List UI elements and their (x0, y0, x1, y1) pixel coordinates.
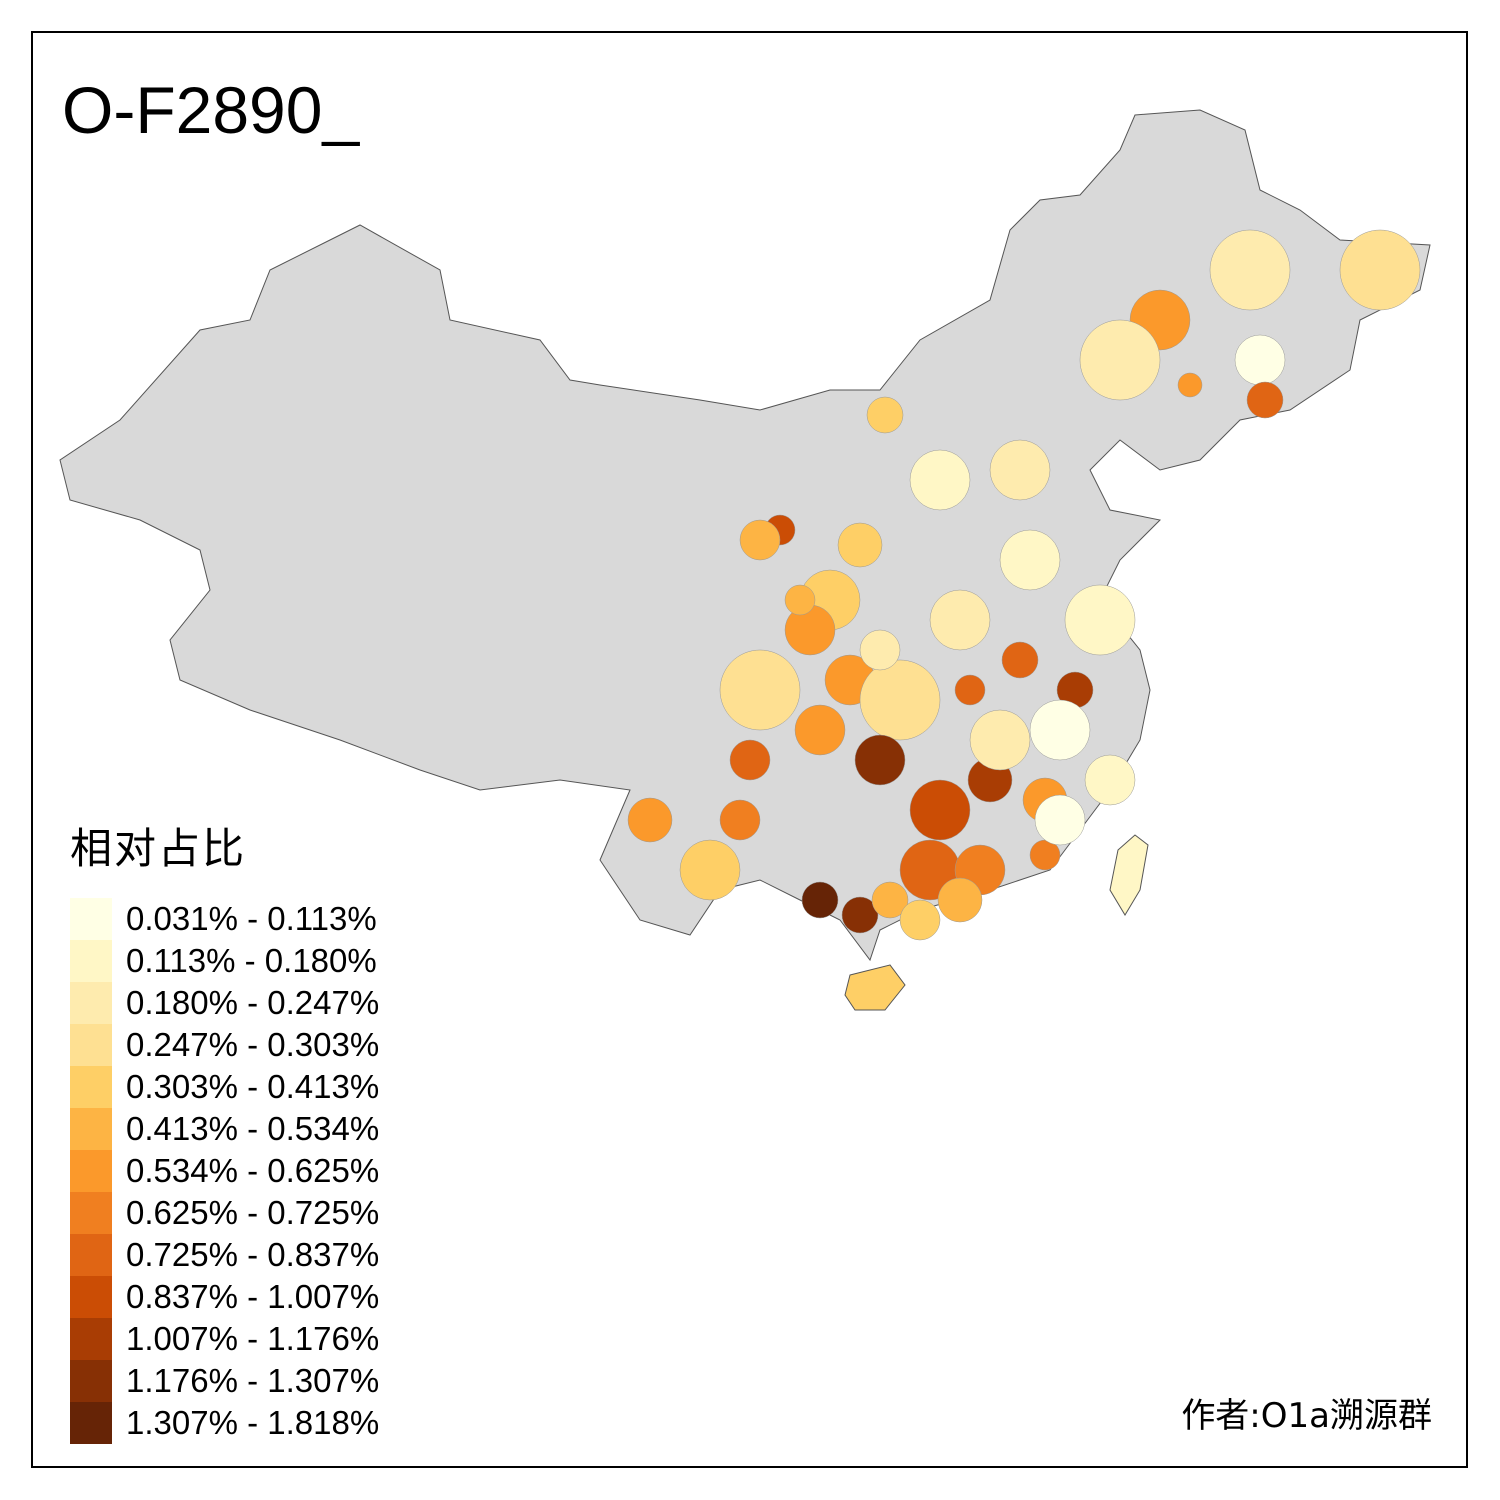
region (1177, 372, 1203, 398)
region (794, 704, 846, 756)
legend-label: 1.176% - 1.307% (126, 1362, 380, 1399)
taiwan (1109, 834, 1149, 916)
legend-title: 相对占比 (70, 824, 247, 873)
legend-swatch (70, 1066, 112, 1108)
region (1001, 641, 1039, 679)
legend-item: 1.307% - 1.818% (70, 1402, 379, 1444)
legend-item: 0.725% - 0.837% (70, 1234, 379, 1276)
legend-label: 1.007% - 1.176% (126, 1320, 380, 1357)
region (859, 629, 901, 671)
region (719, 799, 761, 841)
legend-label: 0.247% - 0.303% (126, 1026, 380, 1063)
region (1246, 381, 1284, 419)
region (989, 439, 1051, 501)
legend-label: 1.307% - 1.818% (126, 1404, 380, 1441)
region (866, 396, 904, 434)
region (739, 519, 781, 561)
hainan (844, 964, 906, 1011)
legend-item: 0.837% - 1.007% (70, 1276, 379, 1318)
region (841, 896, 879, 934)
region (784, 584, 816, 616)
legend-item: 1.007% - 1.176% (70, 1318, 379, 1360)
legend-label: 0.113% - 0.180% (126, 942, 377, 979)
region (1034, 794, 1086, 846)
author-credit: 作者:O1a溯源群 (1181, 1396, 1432, 1436)
legend-swatch (70, 982, 112, 1024)
legend-swatch (70, 940, 112, 982)
region (999, 529, 1061, 591)
legend-swatch (70, 1276, 112, 1318)
region (1084, 754, 1136, 806)
legend-item: 0.534% - 0.625% (70, 1150, 379, 1192)
legend-label: 0.303% - 0.413% (126, 1068, 380, 1105)
legend-item: 0.247% - 0.303% (70, 1024, 379, 1066)
region (854, 734, 906, 786)
legend-item: 1.176% - 1.307% (70, 1360, 379, 1402)
region (1029, 699, 1091, 761)
region (859, 659, 941, 741)
region (1064, 584, 1136, 656)
region (1209, 229, 1291, 311)
legend-item: 0.031% - 0.113% (70, 898, 379, 940)
legend: 相对占比 0.031% - 0.113% 0.113% - 0.180% 0.180… (70, 815, 379, 1444)
region (929, 589, 991, 651)
legend-swatch (70, 1360, 112, 1402)
legend-swatch (70, 898, 112, 940)
region (909, 449, 971, 511)
region (679, 839, 741, 901)
region (969, 709, 1031, 771)
legend-label: 0.413% - 0.534% (126, 1110, 380, 1147)
legend-swatch (70, 1024, 112, 1066)
legend-swatch (70, 1234, 112, 1276)
region (837, 522, 883, 568)
region (899, 899, 941, 941)
legend-label: 0.625% - 0.725% (126, 1194, 380, 1231)
legend-swatch (70, 1192, 112, 1234)
region (1079, 319, 1161, 401)
legend-item: 0.303% - 0.413% (70, 1066, 379, 1108)
legend-swatch (70, 1150, 112, 1192)
legend-item: 0.180% - 0.247% (70, 982, 379, 1024)
legend-item: 0.625% - 0.725% (70, 1192, 379, 1234)
region-layer (627, 229, 1421, 941)
legend-label: 0.725% - 0.837% (126, 1236, 380, 1273)
legend-label: 0.031% - 0.113% (126, 900, 377, 937)
region (719, 649, 801, 731)
region (801, 881, 839, 919)
legend-swatch (70, 1402, 112, 1444)
plot-frame (31, 31, 1468, 1468)
region (729, 739, 771, 781)
region (1339, 229, 1421, 311)
legend-label: 0.534% - 0.625% (126, 1152, 380, 1189)
region (937, 877, 983, 923)
legend-swatch (70, 1108, 112, 1150)
region (954, 674, 986, 706)
legend-label: 0.837% - 1.007% (126, 1278, 380, 1315)
map-title: O-F2890_ (62, 73, 360, 147)
legend-swatch (70, 1318, 112, 1360)
legend-label: 0.180% - 0.247% (126, 984, 380, 1021)
legend-item: 0.113% - 0.180% (70, 940, 379, 982)
region (909, 779, 971, 841)
region (871, 881, 909, 919)
region (627, 797, 673, 843)
legend-item: 0.413% - 0.534% (70, 1108, 379, 1150)
